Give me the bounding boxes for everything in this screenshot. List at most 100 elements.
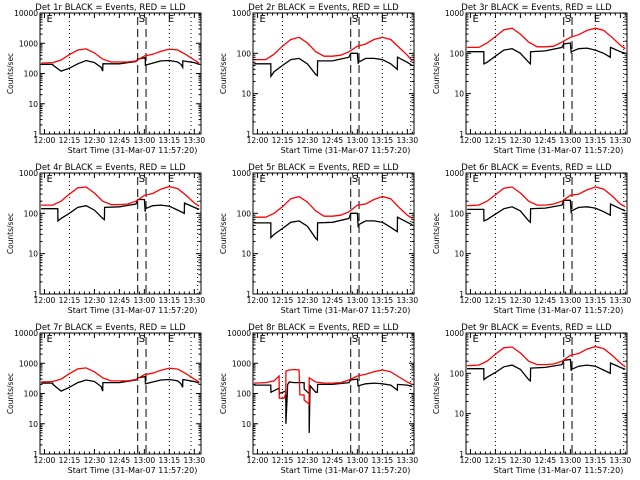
y-tick-label: 1 [459,450,464,459]
panel-title: Det 2r BLACK = Events, RED = LLD [248,3,399,13]
plot-frame [39,332,202,455]
series-lld [41,48,200,64]
x-tick-label: 13:30 [397,456,419,465]
plot-frame [39,12,202,135]
marker-e: E [46,174,52,185]
y-tick-label: 1000 [445,329,464,338]
y-tick-label: 1 [33,130,38,139]
x-tick-label: 13:30 [610,136,632,145]
series-events [41,376,200,392]
x-tick-label: 12:15 [272,296,294,305]
y-tick-label: 100 [24,390,39,399]
y-axis-label: Counts/sec [432,213,441,254]
plot-frame [465,12,628,135]
x-axis-label: Start Time (31-Mar-07 11:57:20) [281,146,411,155]
x-tick-label: 12:15 [272,136,294,145]
x-tick-label: 13:00 [560,136,582,145]
marker-e: E [472,14,478,25]
y-tick-label: 10 [454,250,464,259]
x-tick-label: 13:15 [372,456,394,465]
panel-title: Det 4r BLACK = Events, RED = LLD [35,163,186,173]
x-axis-label: Start Time (31-Mar-07 11:57:20) [494,306,624,315]
x-tick-label: 13:15 [585,136,607,145]
marker-e: E [46,334,52,345]
y-tick-label: 10 [28,100,38,109]
x-axis-label: Start Time (31-Mar-07 11:57:20) [494,146,624,155]
x-tick-label: 12:45 [109,136,131,145]
y-tick-label: 10 [28,420,38,429]
plot-frame [252,332,415,455]
x-tick-label: 12:45 [535,136,557,145]
y-tick-label: 1 [246,450,251,459]
x-tick-label: 13:00 [347,456,369,465]
x-tick-label: 13:30 [610,296,632,305]
series-events [254,212,413,242]
y-axis-label: Counts/sec [219,213,228,254]
x-tick-label: 12:30 [84,456,106,465]
marker-e: E [168,334,174,345]
y-tick-label: 1 [33,290,38,299]
x-tick-label: 13:15 [585,456,607,465]
y-axis-label: Counts/sec [432,373,441,414]
y-tick-label: 1000 [19,359,38,368]
y-tick-label: 1000 [232,9,251,18]
marker-s: S [565,174,571,185]
series-lld [254,36,413,62]
marker-s: S [139,14,145,25]
x-tick-label: 13:15 [372,136,394,145]
y-tick-label: 100 [237,390,252,399]
panel-title: Det 5r BLACK = Events, RED = LLD [248,163,399,173]
x-tick-label: 12:00 [460,456,482,465]
y-tick-label: 10000 [14,329,38,338]
x-tick-label: 12:15 [485,136,507,145]
marker-e: E [381,334,387,345]
plot-frame [465,332,628,455]
y-tick-label: 100 [450,369,465,378]
x-tick-label: 13:15 [159,456,181,465]
x-axis-label: Start Time (31-Mar-07 11:57:20) [68,306,198,315]
marker-e: E [168,174,174,185]
y-tick-label: 10 [28,250,38,259]
panel-title: Det 1r BLACK = Events, RED = LLD [35,3,186,13]
series-events [467,358,626,383]
y-tick-label: 100 [237,209,252,218]
y-tick-label: 1000 [19,169,38,178]
series-events [41,198,200,223]
marker-e: E [381,174,387,185]
marker-e: E [594,14,600,25]
marker-s: S [352,174,358,185]
panel-title: Det 7r BLACK = Events, RED = LLD [35,323,186,333]
y-tick-label: 1 [246,290,251,299]
marker-s: S [352,14,358,25]
marker-s: S [139,334,145,345]
x-tick-label: 13:00 [134,456,156,465]
x-tick-label: 12:00 [247,136,269,145]
marker-e: E [472,174,478,185]
y-tick-label: 100 [237,49,252,58]
x-axis-label: Start Time (31-Mar-07 11:57:20) [281,466,411,475]
x-tick-label: 13:30 [184,456,206,465]
series-lld [467,27,626,50]
x-tick-label: 13:15 [159,296,181,305]
series-lld [41,367,200,383]
series-lld [467,345,626,368]
plot-frame [252,12,415,135]
x-axis-label: Start Time (31-Mar-07 11:57:20) [68,466,198,475]
y-axis-label: Counts/sec [6,53,15,94]
panel-title: Det 6r BLACK = Events, RED = LLD [461,163,612,173]
x-tick-label: 12:00 [460,136,482,145]
x-tick-label: 12:30 [510,136,532,145]
x-tick-label: 13:30 [184,296,206,305]
y-tick-label: 1 [459,290,464,299]
marker-e: E [259,334,265,345]
series-events [467,42,626,66]
marker-e: E [472,334,478,345]
y-tick-label: 10 [241,90,251,99]
series-events [41,57,200,72]
x-tick-label: 12:45 [109,296,131,305]
